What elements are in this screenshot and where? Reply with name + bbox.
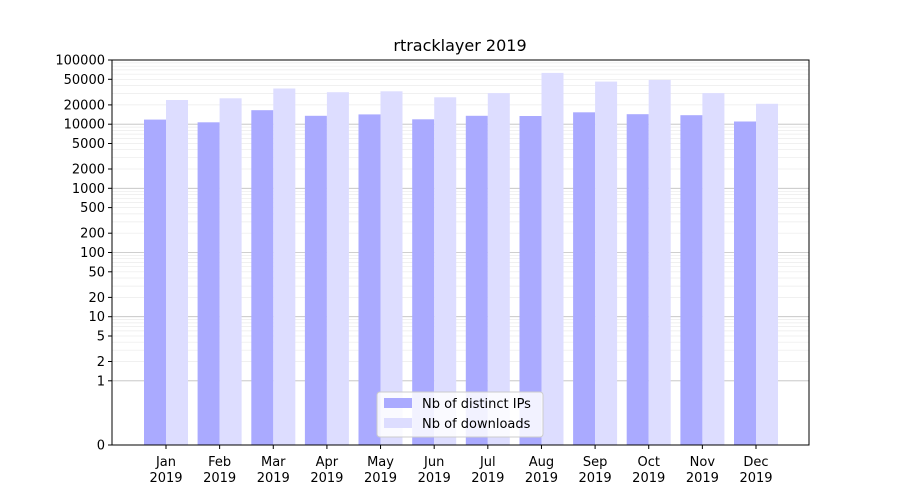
y-tick-label: 50000 bbox=[64, 73, 105, 88]
bar-downloads bbox=[756, 103, 778, 446]
bar-downloads bbox=[541, 72, 564, 446]
legend-label: Nb of distinct IPs bbox=[422, 397, 531, 412]
x-axis: Jan 2019 Feb 2019 Mar 2019 Apr 2019 May 2019 Jun 20… bbox=[149, 445, 773, 486]
bar-distinct-ips bbox=[197, 122, 220, 446]
bar-distinct-ips bbox=[144, 119, 166, 445]
x-tick-label: Nov 2019 bbox=[686, 455, 719, 486]
bar-downloads bbox=[434, 97, 457, 446]
x-tick-label: Aug 2019 bbox=[525, 455, 558, 486]
y-tick-label: 2 bbox=[97, 355, 105, 370]
bar-distinct-ips bbox=[465, 115, 488, 446]
y-tick-label: 500 bbox=[80, 201, 105, 216]
bar-distinct-ips bbox=[573, 112, 596, 446]
y-tick-label: 50 bbox=[88, 265, 105, 280]
bar-distinct-ips bbox=[519, 116, 542, 445]
bar-downloads bbox=[326, 92, 349, 445]
bar-downloads bbox=[273, 88, 296, 445]
bar-distinct-ips bbox=[412, 119, 435, 446]
y-tick-label: 200 bbox=[80, 227, 105, 242]
y-axis: 0 1 2 5 10 20 50 100 200 500 1000 2000 5000 10000 2000… bbox=[55, 54, 112, 454]
bar-downloads bbox=[219, 98, 242, 446]
y-tick-label: 2000 bbox=[72, 163, 105, 178]
legend-box bbox=[376, 391, 544, 438]
y-tick-label: 10000 bbox=[64, 118, 105, 133]
bar-downloads bbox=[648, 79, 671, 446]
y-tick-label: 1000 bbox=[72, 182, 105, 197]
y-tick-label: 20000 bbox=[64, 98, 105, 113]
bars bbox=[144, 72, 778, 446]
x-tick-label: Oct 2019 bbox=[632, 455, 665, 486]
bar-downloads bbox=[380, 91, 403, 446]
legend: Nb of distinct IPs Nb of downloads bbox=[376, 391, 544, 438]
x-tick-label: Mar 2019 bbox=[257, 455, 290, 486]
bar-distinct-ips bbox=[251, 110, 274, 445]
legend-label: Nb of downloads bbox=[422, 417, 531, 432]
bar-downloads bbox=[702, 93, 725, 445]
x-tick-label: Dec 2019 bbox=[739, 455, 772, 486]
x-tick-label: May 2019 bbox=[364, 455, 397, 486]
bar-distinct-ips bbox=[734, 121, 756, 445]
bar-downloads bbox=[595, 81, 618, 445]
y-tick-label: 100000 bbox=[55, 54, 105, 69]
y-tick-label: 1 bbox=[97, 374, 105, 389]
y-tick-label: 20 bbox=[88, 291, 105, 306]
x-tick-label: Feb 2019 bbox=[203, 455, 236, 486]
x-tick-label: Jan 2019 bbox=[149, 455, 182, 486]
y-tick-label: 0 bbox=[97, 439, 105, 454]
legend-swatch bbox=[384, 418, 412, 428]
x-tick-label: Jul 2019 bbox=[471, 455, 504, 486]
bar-downloads bbox=[166, 100, 188, 445]
bar-distinct-ips bbox=[304, 115, 327, 446]
bar-distinct-ips bbox=[626, 114, 649, 445]
bar-downloads bbox=[487, 93, 510, 445]
x-tick-label: Jun 2019 bbox=[418, 455, 451, 486]
y-tick-label: 10 bbox=[88, 310, 105, 325]
y-tick-label: 5 bbox=[97, 330, 105, 345]
chart-title: rtracklayer 2019 bbox=[393, 36, 526, 55]
bar-distinct-ips bbox=[680, 115, 703, 445]
x-tick-label: Sep 2019 bbox=[579, 455, 612, 486]
x-tick-label: Apr 2019 bbox=[310, 455, 343, 486]
y-tick-label: 5000 bbox=[72, 137, 105, 152]
legend-swatch bbox=[384, 398, 412, 408]
bar-distinct-ips bbox=[358, 114, 381, 446]
y-tick-label: 100 bbox=[80, 246, 105, 261]
